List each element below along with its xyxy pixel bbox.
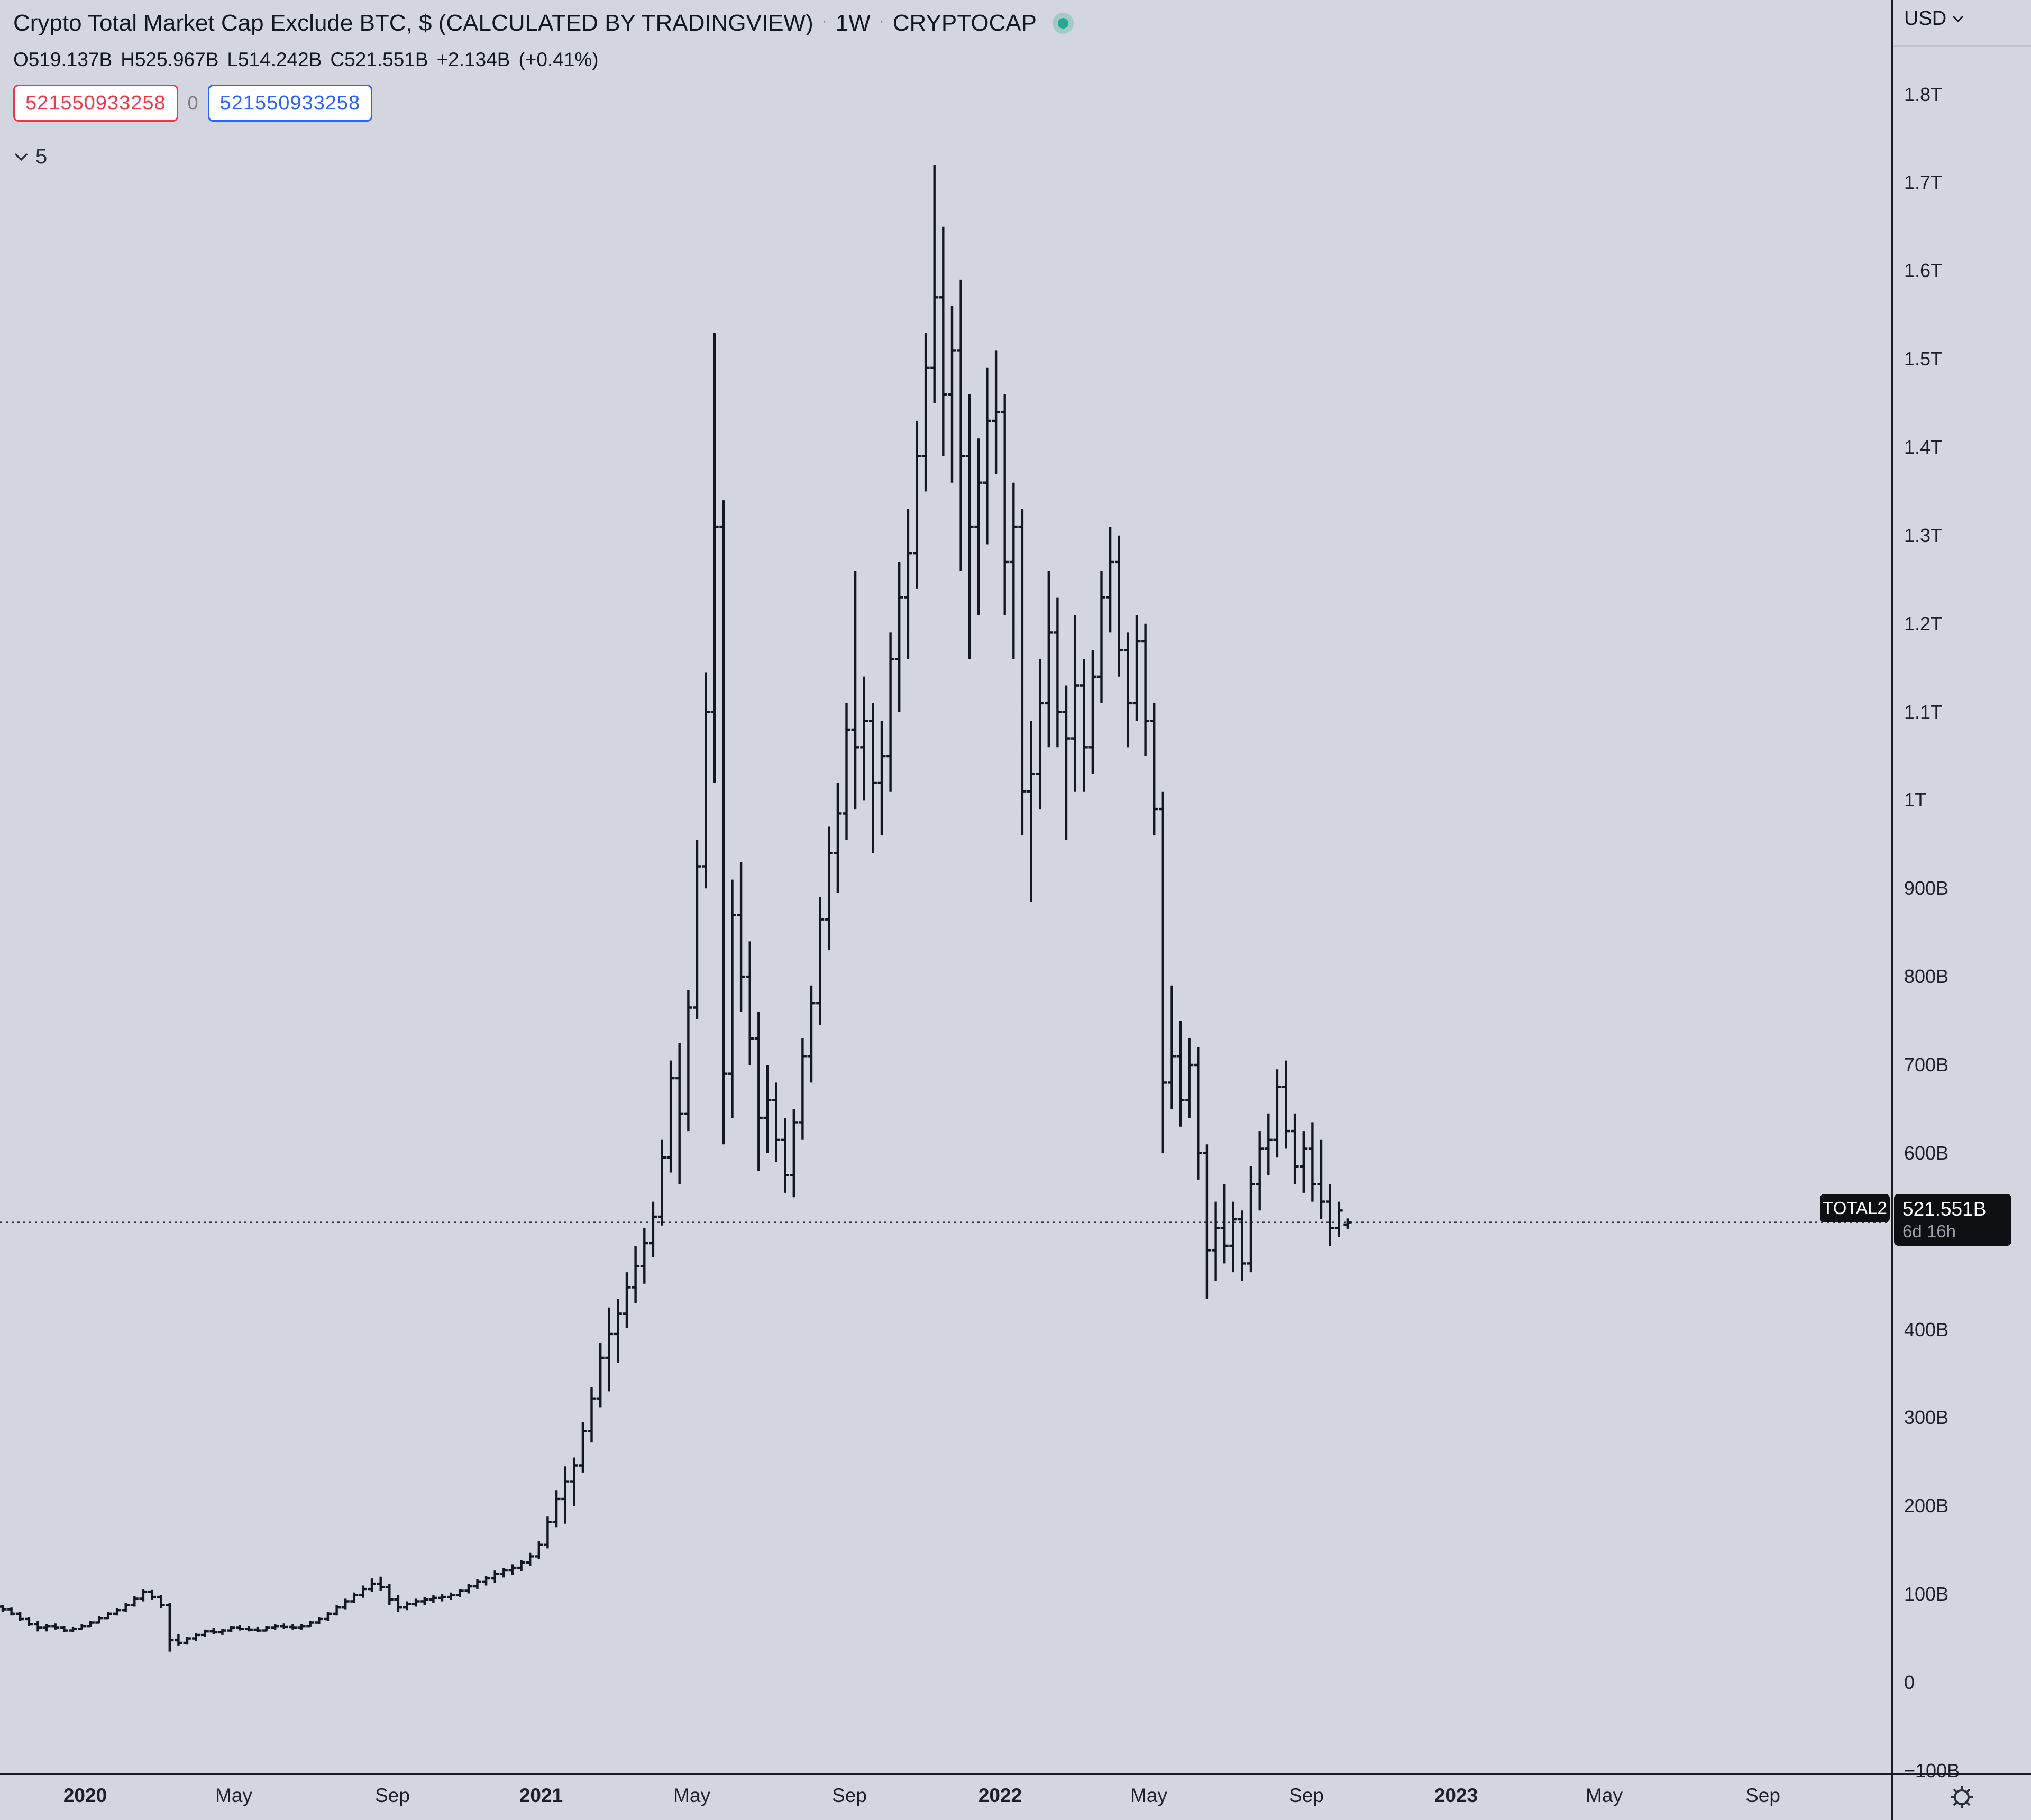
change-value: +2.134B <box>436 49 510 70</box>
high-value: H525.967B <box>121 49 219 70</box>
last-price-badge: 521.551B 6d 16h <box>1894 1194 2011 1246</box>
time-tick: Sep <box>375 1785 410 1806</box>
time-tick: 2023 <box>1434 1785 1478 1806</box>
time-tick: May <box>215 1785 252 1806</box>
price-tick: 200B <box>1904 1495 1949 1517</box>
price-tick: 1.6T <box>1904 260 1943 282</box>
time-tick: May <box>1586 1785 1623 1806</box>
title-separator: · <box>821 12 827 30</box>
buy-price-button[interactable]: 521550933258 <box>207 85 373 122</box>
ohlc-bars <box>0 165 1352 1652</box>
price-tick: 1.8T <box>1904 83 1943 105</box>
time-tick: May <box>673 1785 710 1806</box>
exchange-label: CRYPTOCAP <box>892 10 1037 36</box>
price-tick: 0 <box>1904 1671 1915 1693</box>
price-tick: −100B <box>1904 1759 1960 1781</box>
symbol-label-badge: TOTAL2 <box>1820 1194 1890 1222</box>
sell-price-button[interactable]: 521550933258 <box>13 85 178 122</box>
title-separator: · <box>879 12 884 30</box>
last-price-value: 521.551B <box>1902 1198 1987 1220</box>
time-scale[interactable]: 2020 May Sep 2021 May Sep 2022 May Sep 2023 May Sep… <box>0 1775 1892 1820</box>
price-axis-border <box>1891 0 1893 1820</box>
price-tick: 300B <box>1904 1407 1949 1429</box>
price-tick: 1.3T <box>1904 524 1943 546</box>
price-tick: 1.2T <box>1904 612 1943 635</box>
time-scale-settings[interactable] <box>1892 1775 2031 1820</box>
chevron-down-icon <box>1953 15 1964 22</box>
price-scale-divider <box>1892 45 2031 47</box>
open-value: O519.137B <box>13 49 113 70</box>
price-tick: 900B <box>1904 877 1949 899</box>
price-tick: 1.4T <box>1904 436 1943 458</box>
spread-value: 0 <box>187 92 198 114</box>
time-tick: 2022 <box>978 1785 1022 1806</box>
symbol-badge-text: TOTAL2 <box>1823 1198 1887 1218</box>
price-tick: 100B <box>1904 1583 1949 1605</box>
price-tick: 800B <box>1904 966 1949 988</box>
price-tick: 700B <box>1904 1053 1949 1076</box>
time-tick: 2021 <box>519 1785 563 1806</box>
trade-buttons-row: 521550933258 0 521550933258 <box>13 85 1074 122</box>
symbol-title: Crypto Total Market Cap Exclude BTC, $ (… <box>13 10 813 36</box>
price-scale[interactable]: USD 1.8T 1.7T 1.6T 1.5T 1.4T 1.3T 1.2T 1.1T 1T 90… <box>1892 0 2031 1781</box>
object-tree-toggle[interactable]: 5 <box>13 145 1074 169</box>
market-status-core <box>1057 18 1068 29</box>
price-tick: 600B <box>1904 1142 1949 1164</box>
ohlc-values-row: O519.137B H525.967B L514.242B C521.551B … <box>13 49 1074 71</box>
price-tick: 1T <box>1904 789 1927 811</box>
market-status-icon[interactable] <box>1052 13 1074 34</box>
change-percent: (+0.41%) <box>518 49 599 70</box>
time-tick: 2020 <box>63 1785 107 1806</box>
chevron-down-icon <box>14 153 28 161</box>
object-count: 5 <box>35 145 48 168</box>
time-tick: Sep <box>832 1785 867 1806</box>
interval-label: 1W <box>835 10 871 36</box>
time-axis-border <box>0 1773 2031 1775</box>
low-value: L514.242B <box>227 49 322 70</box>
currency-dropdown[interactable]: USD <box>1904 7 1964 30</box>
close-value: C521.551B <box>330 49 428 70</box>
price-tick: 1.7T <box>1904 171 1943 194</box>
gear-icon <box>1950 1786 1973 1808</box>
currency-label: USD <box>1904 7 1947 30</box>
time-tick: Sep <box>1289 1785 1324 1806</box>
time-tick: May <box>1130 1785 1167 1806</box>
bar-countdown: 6d 16h <box>1902 1221 1956 1241</box>
chart-legend: Crypto Total Market Cap Exclude BTC, $ (… <box>13 10 1074 169</box>
time-tick: Sep <box>1745 1785 1780 1806</box>
symbol-title-row[interactable]: Crypto Total Market Cap Exclude BTC, $ (… <box>13 10 1074 37</box>
price-tick: 1.1T <box>1904 701 1943 723</box>
price-tick: 400B <box>1904 1318 1949 1340</box>
price-tick: 1.5T <box>1904 348 1943 370</box>
